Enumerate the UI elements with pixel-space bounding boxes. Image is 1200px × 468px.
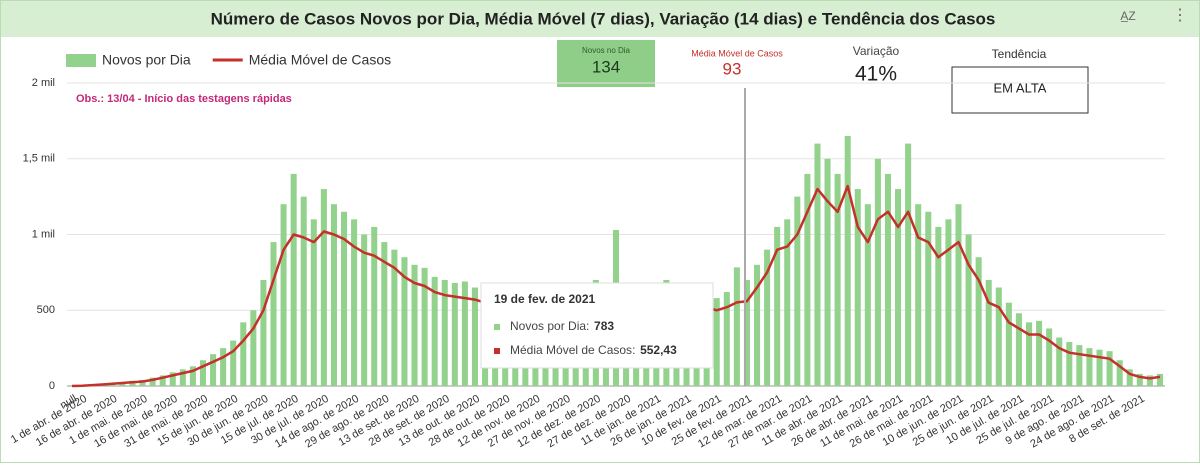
tooltip-swatch	[494, 348, 500, 354]
bar	[301, 197, 307, 386]
y-tick-label: 0	[49, 380, 55, 392]
bar	[885, 174, 891, 386]
bar	[250, 310, 256, 386]
tooltip-value: 783	[594, 319, 614, 333]
bar	[1016, 313, 1022, 386]
tooltip-colon: :	[586, 319, 589, 333]
bar	[945, 219, 951, 386]
kpi-label: Média Móvel de Casos	[691, 48, 783, 58]
bar	[1036, 321, 1042, 386]
bar	[794, 197, 800, 386]
kpi-label: Novos no Dia	[582, 46, 631, 55]
bar	[291, 174, 297, 386]
kpi-value: 41%	[855, 63, 897, 86]
bar	[361, 235, 367, 387]
legend-label: Novos por Dia	[102, 52, 191, 68]
bar	[1076, 345, 1082, 386]
legend-swatch	[66, 54, 96, 67]
bar	[1157, 374, 1163, 386]
bar	[996, 288, 1002, 386]
bar	[281, 204, 287, 386]
bar	[825, 159, 831, 386]
bar	[321, 189, 327, 386]
bar	[1066, 342, 1072, 386]
tooltip-name: Novos por Dia	[510, 319, 586, 333]
y-tick-label: 1 mil	[32, 228, 55, 240]
kpi-label: Tendência	[992, 47, 1047, 61]
bar	[865, 204, 871, 386]
bar	[734, 267, 740, 386]
tooltip-colon: :	[632, 343, 635, 357]
legend-label: Média Móvel de Casos	[249, 52, 391, 68]
bar	[260, 280, 266, 386]
bar	[905, 144, 911, 386]
menu-icon[interactable]: ⋮	[1172, 7, 1188, 24]
tooltip-value: 552,43	[640, 343, 677, 357]
bar	[371, 227, 377, 386]
bar	[895, 189, 901, 386]
bar	[935, 227, 941, 386]
bar	[220, 348, 226, 386]
bar	[270, 242, 276, 386]
bar	[1056, 338, 1062, 386]
tooltip-date: 19 de fev. de 2021	[494, 292, 596, 306]
bar	[240, 322, 246, 386]
kpi-label: Variação	[853, 44, 900, 58]
bar	[1006, 303, 1012, 386]
y-tick-label: 2 mil	[32, 77, 55, 89]
bar	[925, 212, 931, 386]
annotation: Obs.: 13/04 - Início das testagens rápid…	[76, 93, 292, 105]
tooltip-swatch	[494, 324, 500, 330]
bar	[1046, 328, 1052, 386]
bar	[311, 219, 317, 386]
bar	[814, 144, 820, 386]
y-tick-label: 500	[37, 304, 55, 316]
kpi-value: 134	[592, 57, 620, 76]
bar	[210, 354, 216, 386]
kpi-value: 93	[723, 59, 742, 78]
sort-icon[interactable]: A̲Z	[1120, 9, 1135, 23]
bar	[472, 288, 478, 386]
bar	[1107, 351, 1113, 386]
bar	[331, 204, 337, 386]
tooltip-name: Média Móvel de Casos	[510, 343, 632, 357]
bar	[452, 283, 458, 386]
bar	[1086, 348, 1092, 386]
bar	[1097, 350, 1103, 386]
bar	[845, 136, 851, 386]
bar	[875, 159, 881, 386]
bar	[955, 204, 961, 386]
y-tick-label: 1,5 mil	[23, 153, 55, 165]
title: Número de Casos Novos por Dia, Média Móv…	[211, 9, 996, 28]
